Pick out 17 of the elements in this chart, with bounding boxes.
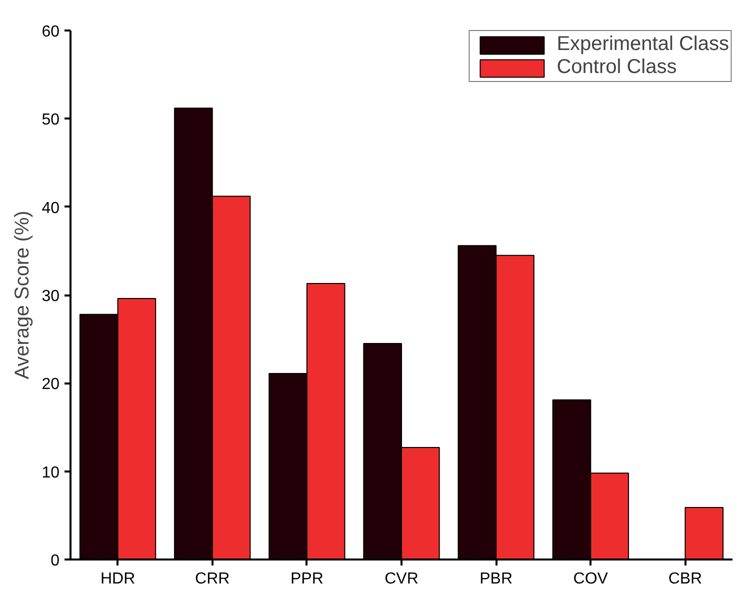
y-tick-label: 50 (42, 112, 60, 129)
x-tick-label: PPR (290, 570, 324, 588)
x-tick-label: HDR (100, 570, 136, 588)
y-tick-label: 0 (50, 552, 60, 570)
x-tick-label: COV (573, 570, 608, 588)
y-tick-label: 40 (42, 200, 60, 217)
y-axis-title: Average Score (%) (12, 210, 34, 380)
legend-label: Experimental Class (556, 33, 729, 56)
y-tick-label: 60 (42, 24, 60, 40)
y-tick-label: 30 (42, 288, 60, 305)
y-tick-label: 10 (42, 464, 60, 482)
y-tick-label: 20 (42, 376, 60, 394)
x-tick-label: CVR (384, 570, 418, 588)
legend-label: Control Class (556, 56, 677, 79)
x-tick-label: CRR (195, 570, 230, 588)
x-tick-label: PBR (480, 570, 513, 588)
x-tick-label: CBR (668, 570, 702, 588)
